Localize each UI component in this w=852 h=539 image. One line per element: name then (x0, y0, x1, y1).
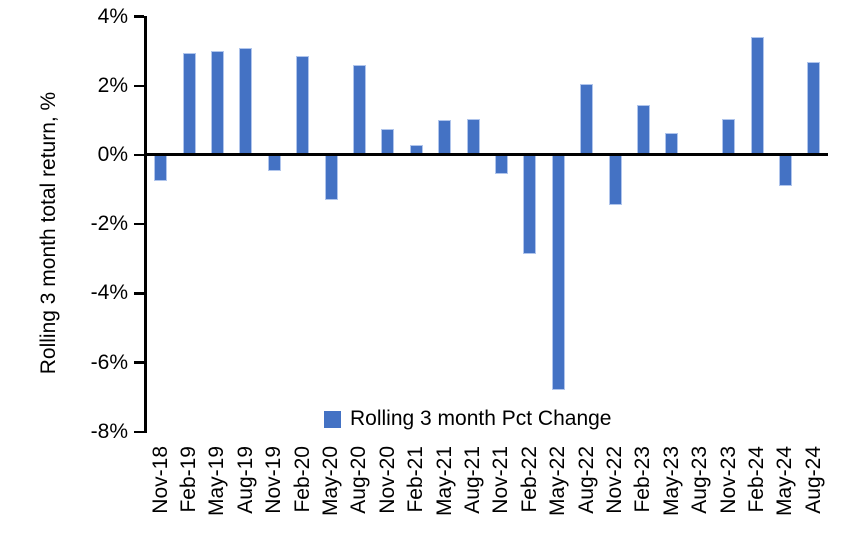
x-tick-label: Feb-24 (745, 446, 768, 513)
x-tick-label: Aug-20 (347, 446, 371, 514)
bar-nov-22 (608, 155, 622, 206)
x-tick-label: Nov-18 (148, 446, 172, 514)
x-tick-label: Feb-19 (177, 446, 201, 513)
x-tick-label: Aug-22 (574, 446, 598, 514)
bar-aug-22 (580, 84, 594, 155)
x-axis-zero-line (143, 153, 828, 157)
x-tick-label: May-23 (659, 446, 683, 517)
y-tick-mark (134, 361, 144, 364)
bar-aug-24 (807, 61, 821, 155)
bar-feb-24 (750, 37, 764, 155)
bar-may-20 (324, 155, 338, 200)
x-tick-label: Aug-23 (688, 446, 712, 514)
x-tick-label: May-22 (546, 446, 570, 517)
x-tick-label: Feb-23 (631, 446, 655, 513)
x-tick-label: Aug-19 (233, 446, 257, 514)
x-tick-label: May-19 (205, 446, 229, 517)
bar-may-24 (778, 155, 792, 187)
y-tick-label: -2% (90, 212, 128, 236)
bar-nov-18 (154, 155, 168, 181)
x-tick-label: Nov-21 (489, 446, 513, 514)
x-tick-label: Aug-21 (461, 446, 485, 514)
y-tick-label: -8% (90, 419, 128, 443)
bar-may-22 (551, 155, 565, 391)
y-tick-label: 0% (97, 143, 128, 166)
bar-nov-23 (722, 118, 736, 155)
y-tick-mark (134, 292, 144, 295)
bar-nov-21 (494, 155, 508, 175)
x-tick-label: Aug-24 (801, 446, 825, 514)
x-tick-label: May-24 (773, 446, 797, 517)
bar-feb-19 (182, 52, 196, 155)
x-tick-label: Feb-20 (290, 446, 314, 513)
bar-feb-20 (296, 56, 310, 155)
y-axis-line (143, 15, 147, 433)
legend: Rolling 3 month Pct Change (324, 405, 612, 433)
x-tick-label: Nov-19 (262, 446, 286, 514)
bar-may-21 (438, 120, 452, 155)
y-tick-mark (134, 222, 144, 226)
bar-may-19 (210, 51, 224, 155)
y-tick-mark (134, 153, 144, 157)
y-tick-mark (134, 430, 144, 434)
legend-label: Rolling 3 month Pct Change (350, 407, 612, 430)
legend-swatch (324, 410, 341, 428)
bar-may-23 (665, 132, 679, 155)
bar-nov-19 (267, 155, 281, 171)
x-tick-label: Nov-20 (375, 446, 399, 514)
bar-aug-20 (352, 65, 366, 155)
x-tick-label: Nov-22 (603, 446, 627, 514)
x-tick-label: Nov-23 (716, 446, 740, 514)
y-tick-label: -6% (90, 350, 128, 374)
bar-feb-23 (636, 104, 650, 155)
bar-nov-20 (381, 129, 395, 155)
y-tick-mark (134, 84, 144, 88)
bar-aug-21 (466, 118, 480, 155)
y-tick-mark (134, 15, 144, 18)
y-tick-label: -4% (90, 281, 128, 305)
y-tick-label: 2% (97, 73, 128, 97)
y-tick-label: 4% (97, 4, 128, 28)
x-tick-label: Feb-22 (517, 446, 541, 513)
bar-feb-22 (523, 155, 537, 254)
x-tick-label: Feb-21 (404, 446, 428, 513)
bar-aug-19 (239, 47, 253, 155)
x-tick-label: May-21 (432, 446, 456, 517)
x-tick-label: May-20 (319, 446, 343, 517)
